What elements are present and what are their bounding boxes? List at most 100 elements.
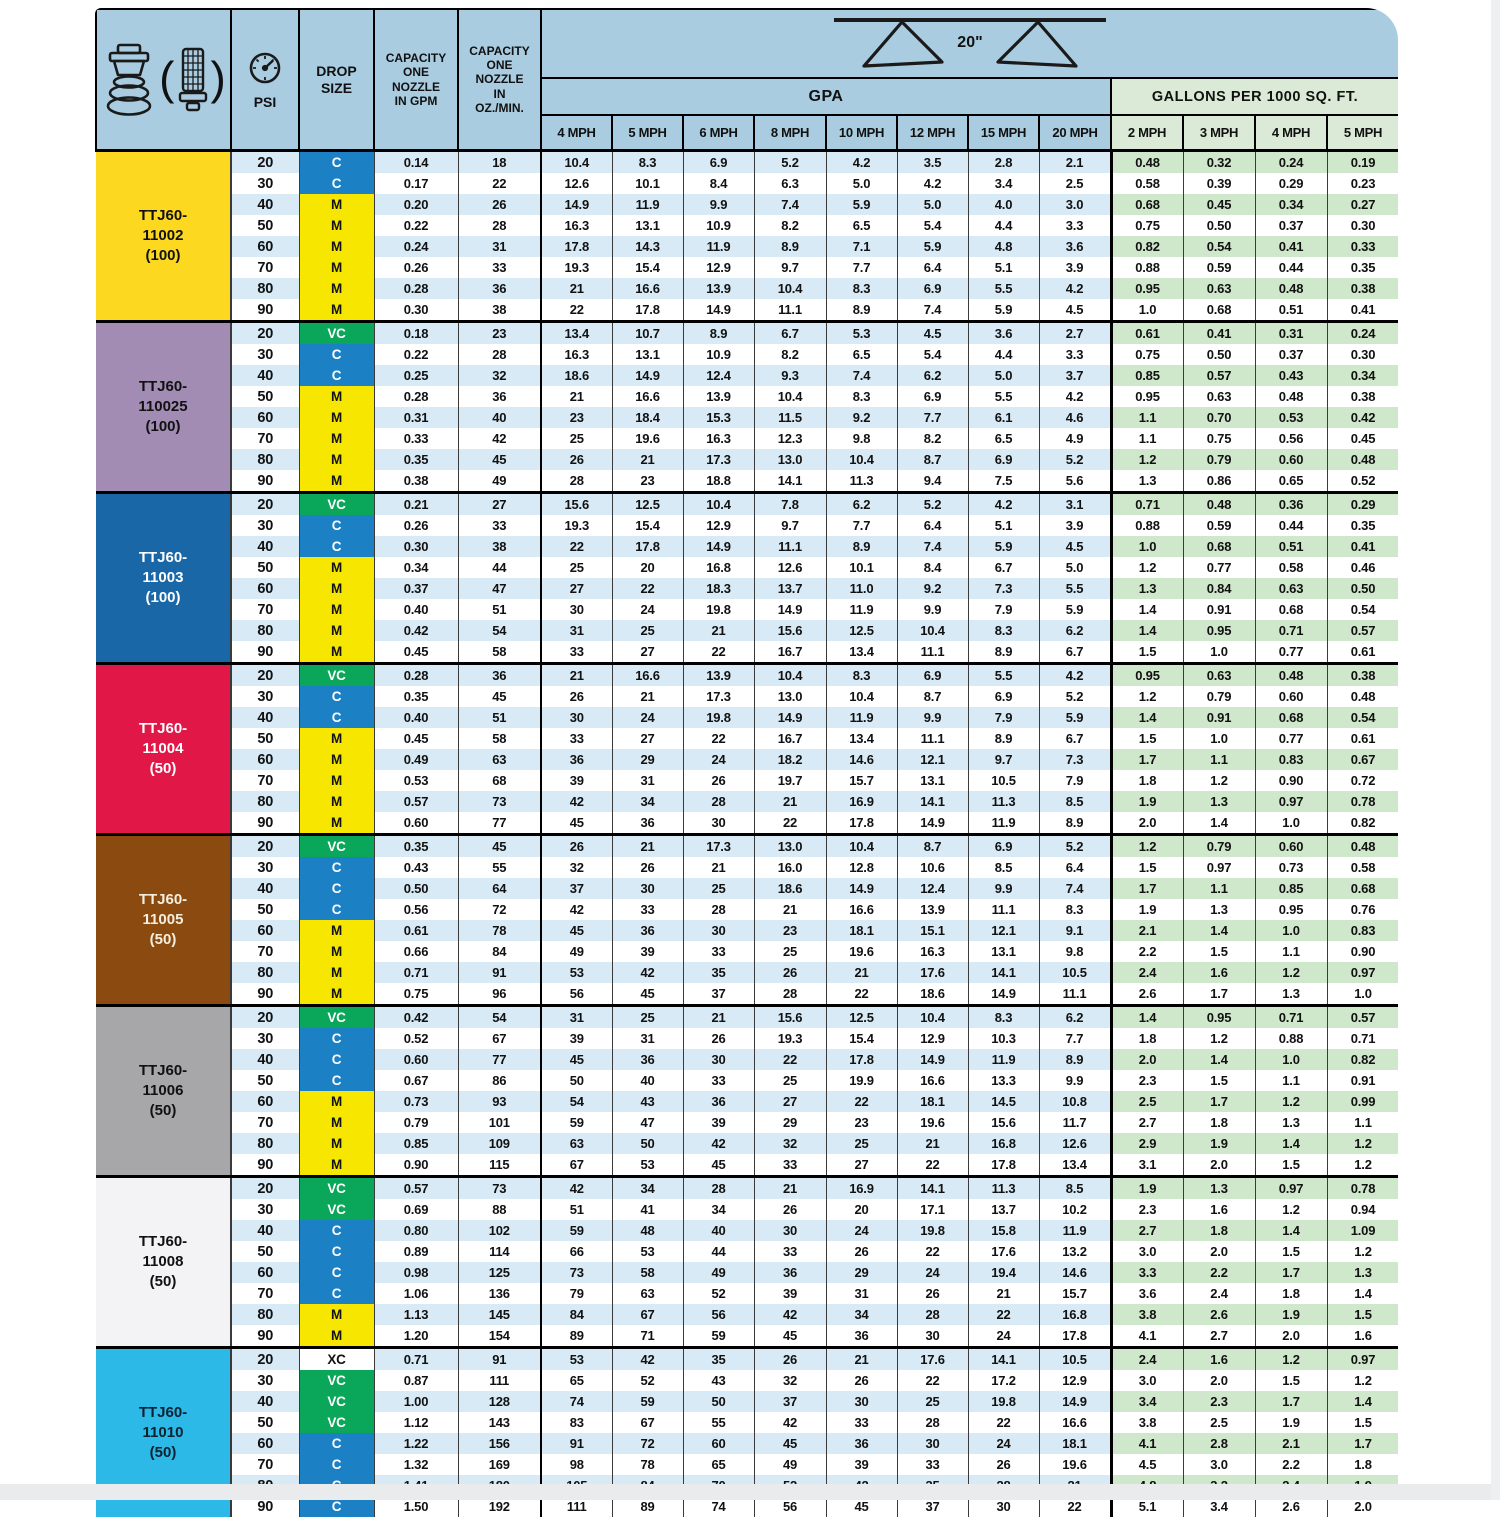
gallons-cell: 3.0 bbox=[1183, 1454, 1255, 1475]
gpa-cell: 28 bbox=[683, 899, 754, 920]
gallons-cell: 1.5 bbox=[1183, 941, 1255, 962]
gpa-cell: 17.1 bbox=[897, 1199, 968, 1220]
gpa-cell: 12.6 bbox=[541, 173, 612, 194]
gpa-speed-header: 6 MPH bbox=[683, 115, 754, 151]
gpa-cell: 25 bbox=[754, 1070, 826, 1091]
gallons-cell: 2.7 bbox=[1183, 1325, 1255, 1348]
capacity-gpm-cell: 0.73 bbox=[374, 1091, 458, 1112]
gpa-cell: 5.2 bbox=[1039, 686, 1111, 707]
gallons-cell: 1.1 bbox=[1111, 428, 1183, 449]
gallons-cell: 1.3 bbox=[1255, 983, 1327, 1006]
psi-label: PSI bbox=[254, 94, 277, 110]
gpa-cell: 2.8 bbox=[968, 151, 1039, 174]
gallons-cell: 0.76 bbox=[1327, 899, 1398, 920]
gpa-cell: 16.8 bbox=[1039, 1304, 1111, 1325]
gallons-cell: 0.48 bbox=[1327, 449, 1398, 470]
gpa-cell: 16.3 bbox=[541, 344, 612, 365]
gpa-cell: 5.2 bbox=[754, 151, 826, 174]
capacity-gpm-cell: 1.06 bbox=[374, 1283, 458, 1304]
gallons-cell: 0.31 bbox=[1255, 322, 1327, 345]
drop-size-cell: C bbox=[299, 1070, 374, 1091]
drop-size-cell: VC bbox=[299, 1199, 374, 1220]
gpa-cell: 12.9 bbox=[683, 257, 754, 278]
gallons-cell: 0.41 bbox=[1255, 236, 1327, 257]
gpa-cell: 10.4 bbox=[754, 386, 826, 407]
drop-size-cell: M bbox=[299, 641, 374, 664]
gpa-cell: 5.5 bbox=[968, 278, 1039, 299]
gpa-cell: 49 bbox=[541, 941, 612, 962]
gpa-cell: 19.8 bbox=[683, 707, 754, 728]
gpa-cell: 3.6 bbox=[968, 322, 1039, 345]
capacity-oz-cell: 54 bbox=[458, 1006, 541, 1029]
psi-cell: 20 bbox=[231, 835, 299, 858]
capacity-gpm-cell: 0.30 bbox=[374, 299, 458, 322]
gpa-cell: 9.3 bbox=[754, 365, 826, 386]
psi-cell: 20 bbox=[231, 151, 299, 174]
gpa-cell: 5.9 bbox=[1039, 707, 1111, 728]
gpa-cell: 5.9 bbox=[1039, 599, 1111, 620]
gpa-cell: 4.9 bbox=[1039, 428, 1111, 449]
gallons-cell: 0.79 bbox=[1183, 449, 1255, 470]
drop-size-cell: C bbox=[299, 899, 374, 920]
gpa-cell: 28 bbox=[683, 791, 754, 812]
gallons-cell: 2.3 bbox=[1183, 1391, 1255, 1412]
gpa-cell: 23 bbox=[541, 407, 612, 428]
gallons-speed-header: 2 MPH bbox=[1111, 115, 1183, 151]
gpa-cell: 26 bbox=[754, 1348, 826, 1371]
gpa-speed-header: 4 MPH bbox=[541, 115, 612, 151]
gallons-cell: 1.0 bbox=[1183, 728, 1255, 749]
gpa-cell: 9.8 bbox=[826, 428, 897, 449]
gallons-cell: 0.45 bbox=[1327, 428, 1398, 449]
gallons-cell: 0.38 bbox=[1327, 664, 1398, 687]
gallons-cell: 0.60 bbox=[1255, 449, 1327, 470]
gallons-cell: 0.97 bbox=[1327, 962, 1398, 983]
capacity-gpm-cell: 1.22 bbox=[374, 1433, 458, 1454]
gallons-cell: 1.5 bbox=[1327, 1304, 1398, 1325]
gallons-cell: 1.2 bbox=[1183, 770, 1255, 791]
psi-cell: 90 bbox=[231, 1325, 299, 1348]
gallons-speed-header: 5 MPH bbox=[1327, 115, 1398, 151]
gallons-cell: 0.51 bbox=[1255, 299, 1327, 322]
gpa-cell: 6.5 bbox=[826, 344, 897, 365]
gallons-band-header: GALLONS PER 1000 SQ. FT. bbox=[1111, 78, 1398, 115]
gallons-cell: 2.8 bbox=[1183, 1433, 1255, 1454]
gallons-cell: 0.56 bbox=[1255, 428, 1327, 449]
gallons-cell: 1.9 bbox=[1255, 1304, 1327, 1325]
gpa-cell: 11.3 bbox=[826, 470, 897, 493]
capacity-oz-cell: 68 bbox=[458, 770, 541, 791]
gpa-cell: 5.1 bbox=[968, 257, 1039, 278]
gallons-cell: 4.1 bbox=[1111, 1325, 1183, 1348]
gpa-cell: 34 bbox=[612, 791, 683, 812]
gpa-cell: 79 bbox=[541, 1283, 612, 1304]
capacity-oz-cell: 36 bbox=[458, 278, 541, 299]
gallons-cell: 3.8 bbox=[1111, 1304, 1183, 1325]
gpa-cell: 11.9 bbox=[826, 599, 897, 620]
gpa-cell: 19.6 bbox=[826, 941, 897, 962]
gpa-cell: 7.7 bbox=[826, 257, 897, 278]
psi-cell: 80 bbox=[231, 278, 299, 299]
drop-size-cell: M bbox=[299, 1154, 374, 1177]
gallons-cell: 0.75 bbox=[1183, 428, 1255, 449]
gpa-cell: 4.2 bbox=[897, 173, 968, 194]
gpa-cell: 18.4 bbox=[612, 407, 683, 428]
gpa-cell: 3.9 bbox=[1039, 515, 1111, 536]
capacity-oz-cell: 77 bbox=[458, 812, 541, 835]
gallons-cell: 0.37 bbox=[1255, 344, 1327, 365]
gallons-cell: 0.57 bbox=[1327, 1006, 1398, 1029]
gallons-cell: 0.48 bbox=[1111, 151, 1183, 174]
gallons-cell: 1.3 bbox=[1183, 791, 1255, 812]
capacity-oz-cell: 28 bbox=[458, 344, 541, 365]
gpa-cell: 25 bbox=[612, 620, 683, 641]
gpa-cell: 33 bbox=[683, 1070, 754, 1091]
capacity-gpm-cell: 0.61 bbox=[374, 920, 458, 941]
capacity-gpm-cell: 0.22 bbox=[374, 215, 458, 236]
drop-size-cell: C bbox=[299, 1283, 374, 1304]
gpa-cell: 15.8 bbox=[968, 1220, 1039, 1241]
gallons-cell: 1.2 bbox=[1327, 1370, 1398, 1391]
